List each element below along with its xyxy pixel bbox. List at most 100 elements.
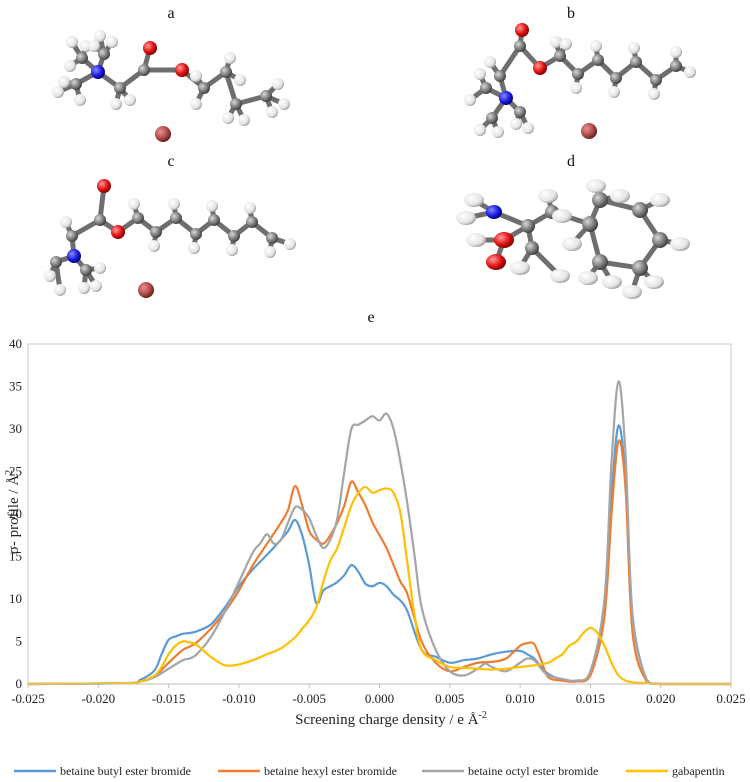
atom-c bbox=[670, 60, 682, 72]
atom-h bbox=[628, 42, 640, 54]
y-tick-label: 40 bbox=[9, 336, 22, 351]
y-axis-title-exponent: 2 bbox=[4, 470, 15, 475]
atom-h bbox=[670, 46, 682, 58]
atom-c bbox=[632, 202, 648, 218]
atom-c bbox=[76, 52, 88, 64]
atom-h bbox=[44, 270, 56, 282]
atom-h bbox=[94, 30, 106, 42]
atom-h bbox=[560, 38, 572, 50]
plot-area-frame bbox=[27, 343, 732, 685]
y-axis-title: σ- profile / Å2 bbox=[4, 470, 22, 554]
y-axis-ticks: 0 5 10 15 20 25 30 35 40 bbox=[9, 336, 22, 691]
legend-label: betaine octyl ester bromide bbox=[468, 764, 598, 778]
x-tick-label: 0.025 bbox=[716, 691, 745, 706]
atom-c bbox=[480, 82, 492, 94]
atom-o bbox=[111, 225, 125, 239]
atom-o bbox=[486, 254, 506, 270]
atom-o bbox=[533, 61, 547, 75]
atom-h bbox=[648, 88, 660, 100]
atom-c bbox=[80, 264, 92, 276]
atom-h bbox=[226, 244, 238, 256]
atom-h bbox=[550, 269, 570, 283]
atom-c bbox=[198, 82, 210, 94]
atom-h bbox=[148, 240, 160, 252]
atom-c bbox=[138, 64, 150, 76]
atom-c bbox=[170, 212, 182, 224]
legend: betaine butyl ester bromide betaine hexyl… bbox=[14, 764, 725, 778]
atom-h bbox=[278, 98, 290, 110]
series-lines bbox=[27, 380, 731, 686]
panel-label-d: d bbox=[567, 153, 575, 170]
atom-h bbox=[90, 280, 102, 292]
legend-label: betaine hexyl ester bromide bbox=[264, 764, 397, 778]
atom-h bbox=[538, 189, 558, 203]
atom-h bbox=[266, 106, 278, 118]
atom-c bbox=[486, 112, 498, 124]
atom-c bbox=[514, 106, 526, 118]
atom-o bbox=[515, 23, 529, 37]
atom-h bbox=[58, 76, 70, 88]
atom-o bbox=[175, 63, 189, 77]
atom-o bbox=[494, 232, 514, 248]
atom-h bbox=[550, 36, 562, 48]
atom-c bbox=[652, 232, 668, 248]
atom-h bbox=[60, 216, 72, 228]
atom-c bbox=[94, 214, 106, 226]
x-axis-title: Screening charge density / e Å-2 bbox=[295, 710, 487, 728]
x-tick-label: -0.010 bbox=[222, 691, 256, 706]
atom-c bbox=[632, 260, 648, 276]
atom-n bbox=[486, 205, 502, 219]
atom-br bbox=[581, 123, 597, 139]
atom-h bbox=[52, 86, 64, 98]
atom-h bbox=[74, 94, 86, 106]
atom-c bbox=[592, 54, 604, 66]
atom-h bbox=[66, 36, 78, 48]
atom-o bbox=[143, 41, 157, 55]
atom-h bbox=[264, 246, 276, 258]
x-axis-title-exponent: -2 bbox=[479, 710, 487, 721]
atom-c bbox=[554, 50, 566, 62]
y-tick-label: 20 bbox=[9, 506, 22, 521]
atom-c bbox=[66, 230, 78, 242]
atom-c bbox=[220, 66, 232, 78]
atom-n bbox=[499, 91, 513, 105]
x-tick-label: -0.025 bbox=[11, 691, 45, 706]
atom-h bbox=[88, 40, 100, 52]
x-tick-label: -0.020 bbox=[82, 691, 116, 706]
atom-c bbox=[246, 216, 258, 228]
atom-h bbox=[684, 66, 696, 78]
sigma-profile-chart: 0 5 10 15 20 25 30 35 40 -0.025 -0.020 -0.015 -0.01… bbox=[4, 336, 746, 778]
atom-c bbox=[592, 192, 608, 208]
atom-h bbox=[110, 98, 122, 110]
legend-label: betaine butyl ester bromide bbox=[60, 764, 191, 778]
x-tick-label: -0.015 bbox=[152, 691, 186, 706]
atom-c bbox=[266, 232, 278, 244]
atom-h bbox=[510, 261, 530, 275]
atom-h bbox=[484, 56, 496, 68]
atom-c bbox=[650, 74, 662, 86]
atom-h bbox=[522, 122, 534, 134]
atom-c bbox=[610, 72, 622, 84]
bond bbox=[497, 43, 523, 79]
atom-c bbox=[230, 98, 242, 110]
x-tick-label: 0.020 bbox=[646, 691, 675, 706]
atom-h bbox=[464, 193, 484, 207]
y-tick-label: 25 bbox=[9, 464, 22, 479]
atom-h bbox=[272, 78, 284, 90]
atom-h bbox=[602, 275, 622, 289]
atom-br bbox=[138, 282, 154, 298]
molecule-b-ball-and-stick bbox=[464, 23, 696, 139]
atom-h bbox=[206, 200, 218, 212]
atom-c bbox=[150, 226, 162, 238]
molecule-c-ball-and-stick bbox=[44, 179, 296, 298]
y-tick-label: 5 bbox=[16, 634, 23, 649]
legend-item: betaine hexyl ester bromide bbox=[218, 764, 397, 778]
y-tick-label: 35 bbox=[9, 379, 22, 394]
atom-h bbox=[222, 112, 234, 124]
x-tick-label: 0.015 bbox=[576, 691, 605, 706]
atom-h bbox=[190, 98, 202, 110]
y-tick-label: 10 bbox=[9, 591, 22, 606]
atom-h bbox=[622, 285, 642, 299]
series-line-3 bbox=[27, 380, 731, 686]
